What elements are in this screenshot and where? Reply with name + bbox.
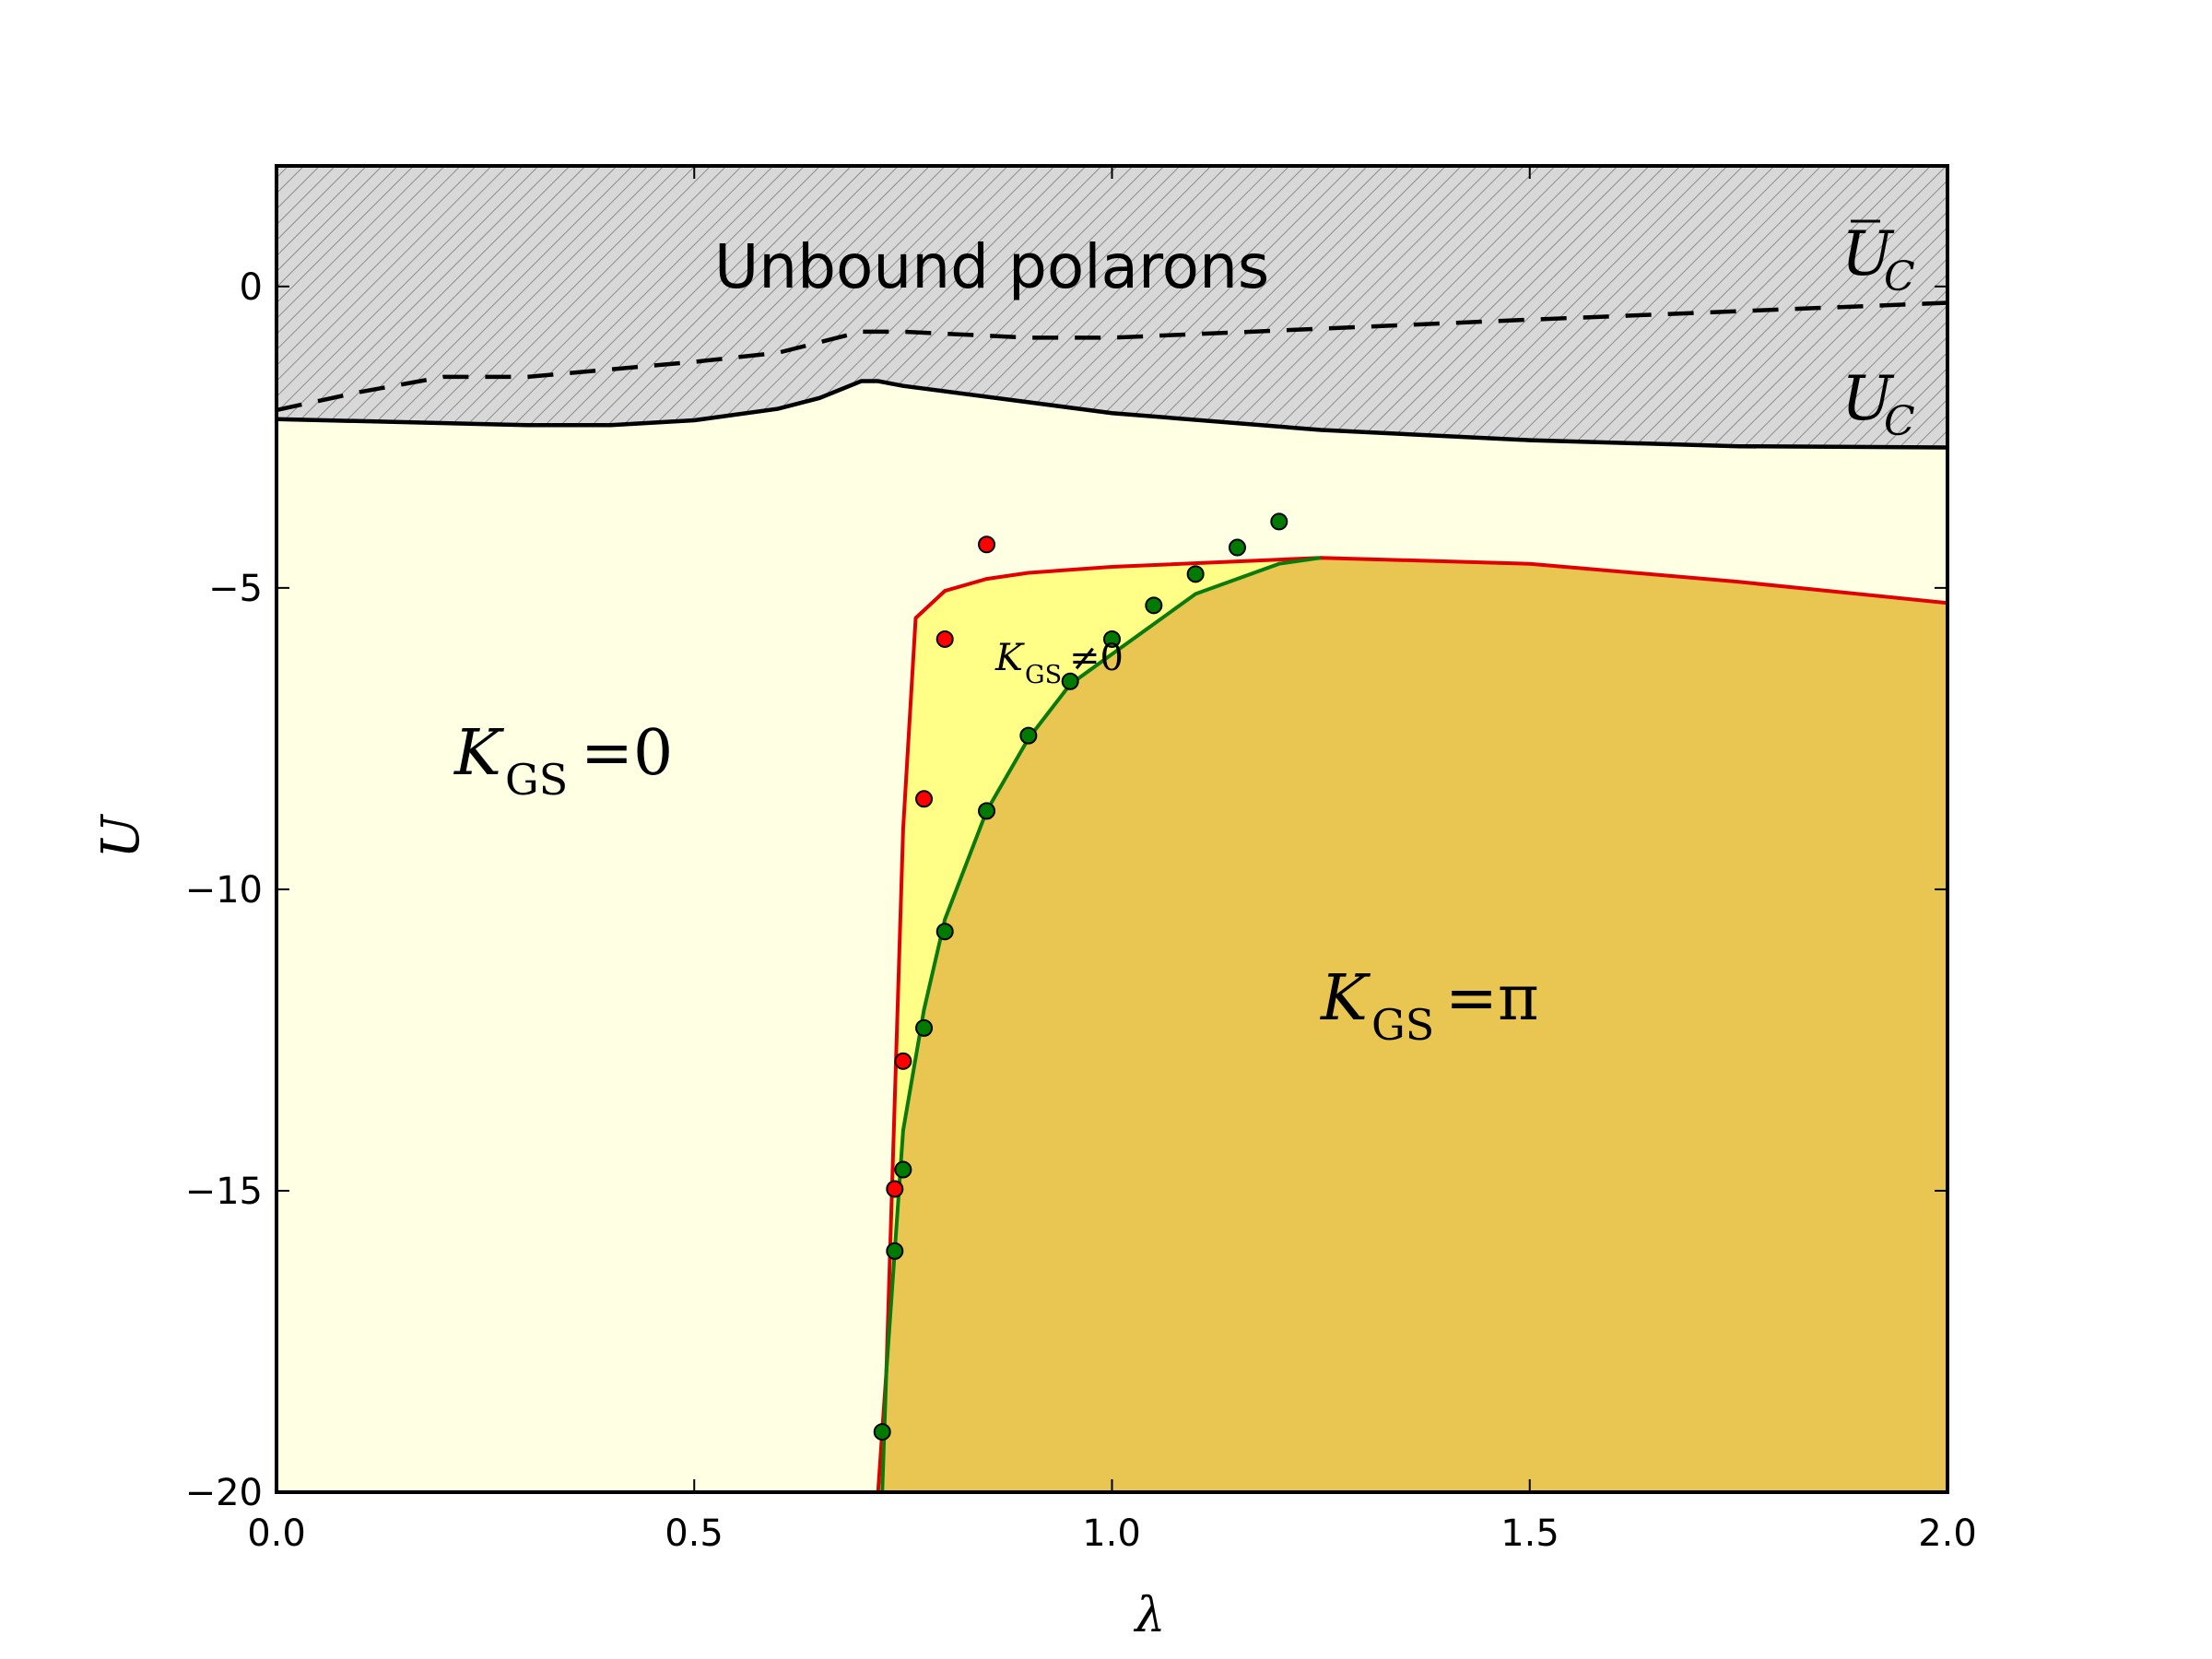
uc-bar-label: U C [1841, 218, 1915, 300]
data-point [873, 1423, 891, 1441]
region-kgs-pi [882, 558, 1947, 1492]
svg-text:K: K [994, 637, 1025, 679]
svg-text:GS: GS [1371, 1000, 1434, 1050]
data-point [978, 802, 996, 820]
svg-text:K: K [1319, 962, 1371, 1035]
svg-text:U: U [1841, 363, 1895, 434]
y-tick-3: −15 [185, 1171, 263, 1213]
data-point [886, 1180, 904, 1198]
x-tick-4: 2.0 [1918, 1512, 1977, 1555]
svg-text:GS: GS [1025, 661, 1062, 689]
kgs-nonzero-label: K GS ≠0 [994, 637, 1124, 689]
data-point [935, 923, 954, 941]
unbound-polarons-label: Unbound polarons [714, 231, 1269, 302]
x-tick-1: 0.5 [665, 1512, 724, 1555]
x-tick-0: 0.0 [247, 1512, 306, 1555]
data-point [894, 1160, 912, 1179]
svg-text:=0: =0 [581, 717, 673, 790]
data-point [915, 1018, 934, 1037]
region-unbound [276, 166, 1947, 448]
data-point [915, 790, 934, 808]
data-point [978, 535, 996, 554]
uc-bar-curve [276, 300, 1947, 413]
plot-area [276, 166, 1947, 1492]
uc-label: U C [1841, 363, 1915, 445]
kgs-nonzero-boundary [876, 556, 1947, 1492]
svg-text:≠0: ≠0 [1069, 637, 1124, 679]
data-point [894, 1052, 912, 1070]
data-point [1019, 726, 1038, 745]
uc-curve [276, 379, 1947, 450]
data-point [1061, 672, 1079, 690]
tick-marks [276, 166, 1948, 1493]
x-axis-label: λ [1134, 1588, 1166, 1643]
data-point [935, 629, 954, 648]
svg-text:C: C [1884, 398, 1915, 445]
kgs-pi-label: K GS =π [1319, 962, 1539, 1050]
data-point [1103, 629, 1121, 648]
y-tick-2: −10 [185, 869, 263, 912]
y-tick-0: 0 [240, 266, 263, 309]
kgs-zero-label: K GS =0 [453, 717, 673, 805]
y-tick-4: −20 [185, 1472, 263, 1514]
x-tick-3: 1.5 [1500, 1512, 1559, 1555]
data-point [1186, 565, 1205, 583]
svg-text:U: U [1841, 218, 1895, 289]
red-data-points [886, 535, 996, 1198]
y-tick-1: −5 [208, 568, 263, 610]
green-data-points [873, 512, 1288, 1441]
data-point [1145, 596, 1163, 615]
svg-text:K: K [453, 717, 505, 790]
svg-text:=π: =π [1445, 962, 1539, 1035]
svg-text:C: C [1884, 253, 1915, 300]
data-point [1270, 512, 1288, 531]
y-tick-labels: 0 −5 −10 −15 −20 [185, 266, 263, 1514]
svg-text:GS: GS [505, 755, 568, 805]
x-tick-labels: 0.0 0.5 1.0 1.5 2.0 [247, 1512, 1977, 1555]
data-point [886, 1241, 904, 1260]
x-tick-2: 1.0 [1082, 1512, 1141, 1555]
data-point [1228, 538, 1246, 557]
y-axis-label: U [91, 814, 151, 859]
